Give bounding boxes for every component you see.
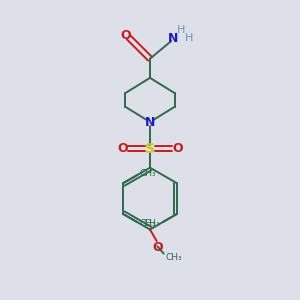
Text: CH₃: CH₃ — [144, 219, 160, 228]
Text: O: O — [153, 241, 164, 254]
Text: O: O — [172, 142, 183, 155]
Text: CH₃: CH₃ — [140, 169, 156, 178]
Text: H: H — [177, 25, 186, 35]
Text: H: H — [185, 33, 193, 43]
Text: N: N — [145, 116, 155, 128]
Text: O: O — [117, 142, 128, 155]
Text: N: N — [167, 32, 178, 45]
Text: CH₃: CH₃ — [140, 219, 156, 228]
Text: CH₃: CH₃ — [166, 253, 182, 262]
Text: S: S — [145, 142, 155, 155]
Text: O: O — [120, 29, 130, 42]
